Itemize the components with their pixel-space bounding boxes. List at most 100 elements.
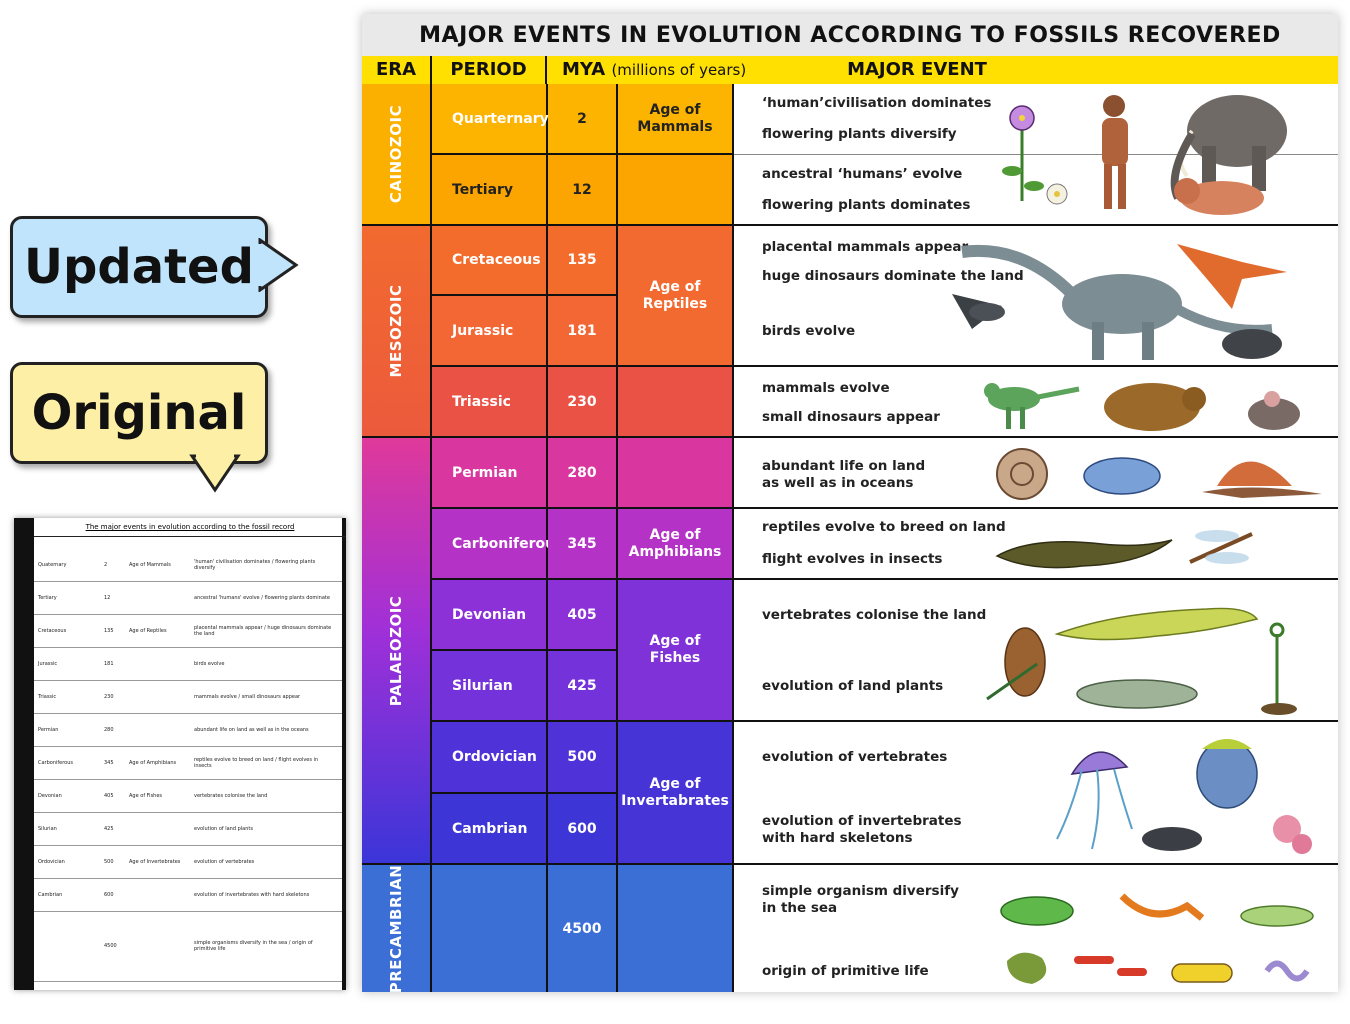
era-palaeozoic: PALAEOZOIC <box>362 438 432 865</box>
age-invertebrates: Age of Invertabrates <box>618 722 734 865</box>
era-cainozoic: CAINOZOIC <box>362 84 432 226</box>
age-empty <box>618 367 734 438</box>
event-text: flowering plants diversify <box>762 126 957 142</box>
thumbnail-row: Jurassic 181 birds evolve <box>34 647 342 681</box>
caveman-icon <box>1102 95 1128 209</box>
header-mya-unit: (millions of years) <box>611 61 747 79</box>
thumbnail-right-bar <box>342 518 346 990</box>
thumbnail-period: Quaternary <box>38 561 67 568</box>
devonian-illustration <box>986 607 1297 715</box>
era-precambrian: PRECAMBRIAN <box>362 864 432 993</box>
worm-icon <box>1119 893 1205 921</box>
fish-icon <box>1083 457 1161 495</box>
event-text: flight evolves in insects <box>762 551 943 567</box>
updated-callout-pointer <box>258 238 299 292</box>
trilobite-icon <box>1196 739 1258 809</box>
thumbnail-mya: 405 <box>104 792 114 799</box>
mya-cell: 230 <box>548 367 618 438</box>
thumbnail-event: placental mammals appear / huge dinosaur… <box>194 624 332 637</box>
thumbnail-event: evolution of vertebrates <box>194 858 255 865</box>
event-text: in the sea <box>762 900 838 916</box>
header-mya: MYA (millions of years) <box>562 56 752 84</box>
thumbnail-row: 4500 simple organisms diversify in the se… <box>34 911 342 982</box>
thumbnail-mya: 4500 <box>104 943 117 949</box>
thumbnail-age: Age of Fishes <box>129 792 163 799</box>
sabretooth-icon <box>1174 178 1264 215</box>
mya-cell: 425 <box>548 651 618 722</box>
thumbnail-period: Triassic <box>38 693 57 700</box>
thumbnail-period: Cretaceous <box>38 627 67 634</box>
thumbnail-mya: 12 <box>104 594 111 601</box>
thumbnail-age: Age of Mammals <box>129 561 171 568</box>
thumbnail-row: Tertiary 12 ancestral 'humans' evolve / fl… <box>34 581 342 615</box>
header-row: ERA PERIOD MYA (millions of years) MAJOR… <box>362 56 1338 86</box>
mussel-icon <box>1142 827 1202 851</box>
amoeba-icon <box>1007 952 1047 984</box>
period-cell: Silurian <box>432 651 548 722</box>
thumbnail-mya: 425 <box>104 825 114 832</box>
period-cell: Tertiary <box>432 155 548 226</box>
thumbnail-row: Devonian 405 Age of Fishes vertebrates colo… <box>34 779 342 813</box>
thumbnail-mya: 135 <box>104 627 114 634</box>
thumbnail-period: Ordovician <box>38 858 65 865</box>
thumbnail-row: Ordovician 500 Age of Invertebrates evoluti… <box>34 845 342 879</box>
flower-icon <box>1002 105 1068 205</box>
thumbnail-mya: 280 <box>104 726 114 733</box>
period-cell: Devonian <box>432 580 548 651</box>
thumbnail-mya: 2 <box>104 561 108 568</box>
original-thumbnail: The major events in evolution according … <box>14 518 346 990</box>
event-carboniferous: reptiles evolve to breed on land flight … <box>734 509 1338 580</box>
poster-title: MAJOR EVENTS IN EVOLUTION ACCORDING TO F… <box>362 14 1338 58</box>
period-cell: Ordovician <box>432 722 548 794</box>
shrew-icon <box>1222 329 1282 359</box>
jellyfish-icon <box>1056 751 1133 850</box>
mya-cell: 2 <box>548 84 618 155</box>
euglena-icon <box>1240 905 1314 927</box>
thumbnail-row: Cretaceous 135 Age of Reptiles placental ma… <box>34 614 342 648</box>
thumbnail-event: 'human' civilisation dominates / floweri… <box>194 558 316 571</box>
pinecone-icon <box>986 627 1046 701</box>
dinosaurs-illustration <box>952 244 1287 360</box>
permian-illustration <box>996 448 1322 500</box>
carboniferous-illustration <box>995 530 1253 569</box>
thumbnail-mya: 230 <box>104 693 114 700</box>
mya-cell: 405 <box>548 580 618 651</box>
age-reptiles: Age of Reptiles <box>618 226 734 367</box>
thumbnail-row: Carboniferous 345 Age of Amphibians reptile… <box>34 746 342 780</box>
thumbnail-event: reptiles evolve to breed on land / fligh… <box>194 756 319 769</box>
thumbnail-row: Silurian 425 evolution of land plants <box>34 812 342 846</box>
thumbnail-event: simple organisms diversify in the sea / … <box>194 940 313 952</box>
period-cell: Jurassic <box>432 296 548 367</box>
period-cell: Carboniferous <box>432 509 563 580</box>
header-mya-label: MYA <box>562 59 606 80</box>
thumbnail-period: Tertiary <box>38 594 57 601</box>
event-text: origin of primitive life <box>762 963 929 979</box>
mya-cell: 181 <box>548 296 618 367</box>
event-text: ‘human’civilisation dominates <box>762 95 992 111</box>
mammoth-icon <box>1170 95 1287 200</box>
thumbnail-age: Age of Reptiles <box>129 627 167 634</box>
event-text: birds evolve <box>762 323 856 339</box>
thumbnail-event: birds evolve <box>194 660 225 667</box>
amphibian-icon <box>995 539 1173 569</box>
age-mammals: Age of Mammals <box>618 84 734 155</box>
thumbnail-event: evolution of invertebrates with hard ske… <box>194 891 310 898</box>
period-cell: Quarternary <box>432 84 549 155</box>
age-fishes: Age of Fishes <box>618 580 734 722</box>
paramecium-icon <box>1000 896 1074 926</box>
thumbnail-row: Permian 280 abundant life on land as well … <box>34 713 342 747</box>
mya-cell: 600 <box>548 794 618 865</box>
evolution-poster: MAJOR EVENTS IN EVOLUTION ACCORDING TO F… <box>362 14 1338 993</box>
bacteria-icon <box>1074 956 1233 983</box>
thumbnail-row: Cambrian 600 evolution of invertebrates wi… <box>34 878 342 912</box>
age-empty <box>618 155 734 226</box>
thumbnail-mya: 600 <box>104 891 114 898</box>
event-text: small dinosaurs appear <box>762 409 940 425</box>
thumbnail-period: Carboniferous <box>38 759 74 766</box>
thumbnail-period: Jurassic <box>38 660 58 667</box>
event-text: placental mammals appear <box>762 239 969 255</box>
thumbnail-age: Age of Invertebrates <box>129 858 181 865</box>
era-precambrian-label: PRECAMBRIAN <box>387 864 405 993</box>
period-cell: Cambrian <box>432 794 548 865</box>
header-period: PERIOD <box>432 56 547 84</box>
